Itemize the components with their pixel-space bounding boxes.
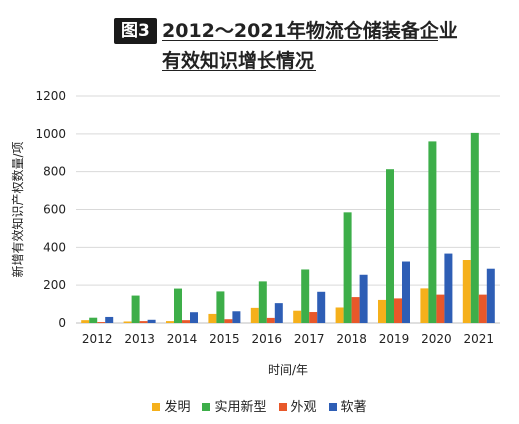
bar-2018-2 bbox=[351, 297, 360, 323]
bar-2015-2 bbox=[224, 319, 233, 323]
bar-2019-3 bbox=[402, 261, 410, 323]
bar-2016-2 bbox=[266, 317, 275, 323]
chart-title-line2: 有效知识增长情况 bbox=[162, 50, 315, 72]
y-tick-label: 1200 bbox=[35, 89, 66, 103]
bar-2012-1 bbox=[89, 317, 98, 323]
x-tick-label: 2014 bbox=[167, 332, 198, 346]
legend-swatch bbox=[152, 403, 161, 411]
bar-2015-1 bbox=[216, 291, 225, 323]
legend-label: 发明 bbox=[164, 400, 191, 415]
bar-2016-3 bbox=[274, 303, 283, 323]
bar-2013-3 bbox=[147, 319, 156, 323]
bar-2014-1 bbox=[174, 288, 182, 323]
bar-2020-1 bbox=[428, 141, 437, 323]
chart-title-line1: 2012～2021年物流仓储装备企业 bbox=[162, 20, 458, 42]
y-tick-label: 600 bbox=[43, 203, 66, 217]
x-tick-label: 2013 bbox=[124, 332, 155, 346]
bar-2020-3 bbox=[444, 253, 453, 323]
legend-item: 软著 bbox=[328, 396, 367, 415]
bar-2015-3 bbox=[232, 311, 241, 323]
y-tick-labels: 0 200 400 600 800 1000 1200 bbox=[35, 89, 66, 330]
bar-2021-3 bbox=[486, 268, 495, 323]
y-tick-label: 800 bbox=[43, 165, 66, 179]
bar-2016-1 bbox=[258, 281, 267, 323]
bar-2021-1 bbox=[470, 132, 479, 323]
bar-2014-3 bbox=[190, 312, 198, 323]
bar-2019-1 bbox=[386, 169, 394, 323]
bar-2013-2 bbox=[139, 321, 148, 323]
bar-2014-2 bbox=[182, 320, 190, 323]
legend-item: 发明 bbox=[152, 396, 190, 415]
bar-2017-3 bbox=[317, 291, 326, 323]
title-underline-1 bbox=[162, 40, 438, 41]
bar-2020-0 bbox=[420, 288, 429, 323]
legend-label: 外观 bbox=[290, 400, 317, 415]
bar-2012-0 bbox=[81, 320, 90, 323]
x-tick-labels: 2012 2013 2014 2015 2016 2017 2018 2019 2020 2021 bbox=[82, 332, 494, 346]
bar-2013-1 bbox=[131, 295, 140, 323]
y-tick-label: 1000 bbox=[35, 127, 66, 141]
legend-swatch bbox=[278, 403, 287, 411]
bar-2019-0 bbox=[378, 299, 386, 323]
bar-2021-2 bbox=[478, 294, 487, 323]
bar-2017-1 bbox=[301, 269, 310, 323]
x-tick-label: 2021 bbox=[464, 332, 495, 346]
figure-badge: 图3 bbox=[114, 18, 157, 44]
y-tick-label: 0 bbox=[58, 316, 66, 330]
bar-2018-1 bbox=[343, 212, 352, 323]
x-tick-label: 2017 bbox=[294, 332, 325, 346]
legend-swatch bbox=[202, 403, 211, 411]
bar-2016-0 bbox=[250, 307, 259, 323]
x-axis-label: 时间/年 bbox=[268, 363, 308, 377]
y-axis-label: 新增有效知识产权数量/项 bbox=[10, 141, 25, 277]
legend-item: 外观 bbox=[278, 396, 317, 415]
bar-2017-2 bbox=[309, 312, 318, 323]
x-tick-label: 2015 bbox=[209, 332, 240, 346]
bar-2012-2 bbox=[97, 322, 106, 323]
bar-2013-0 bbox=[123, 321, 132, 323]
bar-2018-0 bbox=[335, 307, 344, 323]
title-block: 图3 2012～2021年物流仓储装备企业 有效知识增长情况 bbox=[0, 14, 519, 74]
title-underline-2 bbox=[162, 70, 316, 71]
bar-2021-0 bbox=[462, 260, 471, 323]
bar-2014-0 bbox=[166, 321, 174, 323]
bar-2017-0 bbox=[293, 310, 302, 323]
bar-2020-2 bbox=[436, 294, 445, 323]
y-tick-label: 400 bbox=[43, 240, 66, 254]
legend-item: 实用新型 bbox=[202, 396, 267, 415]
bar-2012-3 bbox=[105, 316, 114, 323]
bar-2015-0 bbox=[208, 313, 217, 323]
legend: 发明 实用新型 外观 软著 bbox=[0, 396, 519, 415]
x-tick-label: 2012 bbox=[82, 332, 113, 346]
bar-2018-3 bbox=[359, 274, 368, 323]
bars bbox=[81, 132, 495, 323]
bar-2019-2 bbox=[394, 298, 402, 323]
legend-label: 软著 bbox=[340, 400, 367, 415]
legend-label: 实用新型 bbox=[214, 400, 267, 415]
x-tick-label: 2020 bbox=[421, 332, 452, 346]
x-tick-label: 2016 bbox=[252, 332, 283, 346]
x-tick-label: 2018 bbox=[336, 332, 367, 346]
x-tick-label: 2019 bbox=[379, 332, 410, 346]
legend-swatch bbox=[328, 403, 337, 411]
y-tick-label: 200 bbox=[43, 278, 66, 292]
